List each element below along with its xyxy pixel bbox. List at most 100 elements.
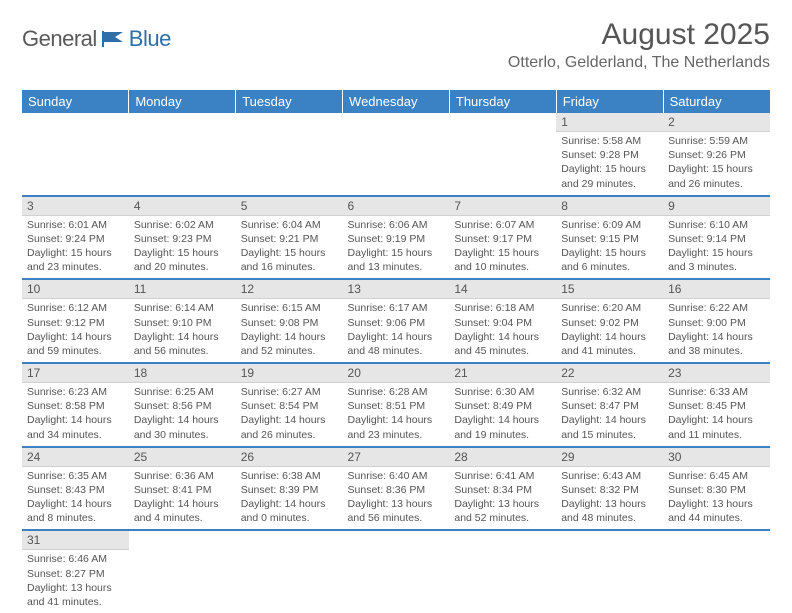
day-number: 10	[22, 280, 129, 299]
day-number: 23	[663, 364, 770, 383]
day-details: Sunrise: 6:28 AMSunset: 8:51 PMDaylight:…	[343, 383, 450, 446]
day-number: 9	[663, 197, 770, 216]
calendar-day-cell	[22, 113, 129, 196]
day-details: Sunrise: 6:02 AMSunset: 9:23 PMDaylight:…	[129, 216, 236, 279]
day-number: 2	[663, 113, 770, 132]
day-number: 19	[236, 364, 343, 383]
calendar-week-row: 1Sunrise: 5:58 AMSunset: 9:28 PMDaylight…	[22, 113, 770, 196]
calendar-day-cell: 5Sunrise: 6:04 AMSunset: 9:21 PMDaylight…	[236, 196, 343, 280]
day-number: 29	[556, 448, 663, 467]
calendar-day-cell: 21Sunrise: 6:30 AMSunset: 8:49 PMDayligh…	[449, 363, 556, 447]
calendar-week-row: 10Sunrise: 6:12 AMSunset: 9:12 PMDayligh…	[22, 279, 770, 363]
day-details: Sunrise: 6:27 AMSunset: 8:54 PMDaylight:…	[236, 383, 343, 446]
day-number: 1	[556, 113, 663, 132]
logo: General Blue	[22, 26, 171, 52]
day-number: 26	[236, 448, 343, 467]
day-details: Sunrise: 6:22 AMSunset: 9:00 PMDaylight:…	[663, 299, 770, 362]
weekday-header: Friday	[556, 90, 663, 113]
page-title: August 2025	[508, 18, 770, 52]
day-details: Sunrise: 6:17 AMSunset: 9:06 PMDaylight:…	[343, 299, 450, 362]
location-label: Otterlo, Gelderland, The Netherlands	[508, 54, 770, 72]
day-details: Sunrise: 6:06 AMSunset: 9:19 PMDaylight:…	[343, 216, 450, 279]
day-number: 20	[343, 364, 450, 383]
day-number: 13	[343, 280, 450, 299]
calendar-day-cell: 18Sunrise: 6:25 AMSunset: 8:56 PMDayligh…	[129, 363, 236, 447]
day-number: 12	[236, 280, 343, 299]
day-number: 18	[129, 364, 236, 383]
calendar-table: SundayMondayTuesdayWednesdayThursdayFrid…	[22, 90, 770, 613]
calendar-day-cell	[236, 530, 343, 613]
calendar-day-cell	[663, 530, 770, 613]
day-details: Sunrise: 6:38 AMSunset: 8:39 PMDaylight:…	[236, 467, 343, 530]
day-details: Sunrise: 6:09 AMSunset: 9:15 PMDaylight:…	[556, 216, 663, 279]
calendar-day-cell: 4Sunrise: 6:02 AMSunset: 9:23 PMDaylight…	[129, 196, 236, 280]
day-details: Sunrise: 6:41 AMSunset: 8:34 PMDaylight:…	[449, 467, 556, 530]
calendar-day-cell: 2Sunrise: 5:59 AMSunset: 9:26 PMDaylight…	[663, 113, 770, 196]
calendar-day-cell: 14Sunrise: 6:18 AMSunset: 9:04 PMDayligh…	[449, 279, 556, 363]
calendar-day-cell: 8Sunrise: 6:09 AMSunset: 9:15 PMDaylight…	[556, 196, 663, 280]
day-details: Sunrise: 6:10 AMSunset: 9:14 PMDaylight:…	[663, 216, 770, 279]
day-details: Sunrise: 6:04 AMSunset: 9:21 PMDaylight:…	[236, 216, 343, 279]
weekday-header: Monday	[129, 90, 236, 113]
day-details: Sunrise: 5:58 AMSunset: 9:28 PMDaylight:…	[556, 132, 663, 195]
calendar-day-cell: 6Sunrise: 6:06 AMSunset: 9:19 PMDaylight…	[343, 196, 450, 280]
calendar-day-cell: 25Sunrise: 6:36 AMSunset: 8:41 PMDayligh…	[129, 447, 236, 531]
day-details: Sunrise: 6:15 AMSunset: 9:08 PMDaylight:…	[236, 299, 343, 362]
day-details: Sunrise: 6:36 AMSunset: 8:41 PMDaylight:…	[129, 467, 236, 530]
day-details: Sunrise: 6:07 AMSunset: 9:17 PMDaylight:…	[449, 216, 556, 279]
calendar-day-cell: 19Sunrise: 6:27 AMSunset: 8:54 PMDayligh…	[236, 363, 343, 447]
calendar-day-cell: 26Sunrise: 6:38 AMSunset: 8:39 PMDayligh…	[236, 447, 343, 531]
logo-text-general: General	[22, 26, 97, 52]
weekday-header: Tuesday	[236, 90, 343, 113]
day-details: Sunrise: 6:14 AMSunset: 9:10 PMDaylight:…	[129, 299, 236, 362]
day-number: 14	[449, 280, 556, 299]
title-block: August 2025 Otterlo, Gelderland, The Net…	[508, 18, 770, 72]
weekday-header-row: SundayMondayTuesdayWednesdayThursdayFrid…	[22, 90, 770, 113]
calendar-day-cell	[449, 113, 556, 196]
day-details: Sunrise: 5:59 AMSunset: 9:26 PMDaylight:…	[663, 132, 770, 195]
calendar-day-cell: 9Sunrise: 6:10 AMSunset: 9:14 PMDaylight…	[663, 196, 770, 280]
day-details: Sunrise: 6:33 AMSunset: 8:45 PMDaylight:…	[663, 383, 770, 446]
calendar-day-cell: 12Sunrise: 6:15 AMSunset: 9:08 PMDayligh…	[236, 279, 343, 363]
logo-flag-icon	[101, 30, 127, 48]
day-number: 24	[22, 448, 129, 467]
calendar-day-cell: 17Sunrise: 6:23 AMSunset: 8:58 PMDayligh…	[22, 363, 129, 447]
day-details: Sunrise: 6:35 AMSunset: 8:43 PMDaylight:…	[22, 467, 129, 530]
day-number: 28	[449, 448, 556, 467]
day-number: 25	[129, 448, 236, 467]
calendar-day-cell: 24Sunrise: 6:35 AMSunset: 8:43 PMDayligh…	[22, 447, 129, 531]
day-details: Sunrise: 6:30 AMSunset: 8:49 PMDaylight:…	[449, 383, 556, 446]
calendar-day-cell	[129, 530, 236, 613]
calendar-day-cell: 15Sunrise: 6:20 AMSunset: 9:02 PMDayligh…	[556, 279, 663, 363]
calendar-day-cell: 11Sunrise: 6:14 AMSunset: 9:10 PMDayligh…	[129, 279, 236, 363]
day-number: 5	[236, 197, 343, 216]
calendar-day-cell	[556, 530, 663, 613]
day-details: Sunrise: 6:20 AMSunset: 9:02 PMDaylight:…	[556, 299, 663, 362]
calendar-day-cell: 10Sunrise: 6:12 AMSunset: 9:12 PMDayligh…	[22, 279, 129, 363]
day-number: 21	[449, 364, 556, 383]
calendar-day-cell: 23Sunrise: 6:33 AMSunset: 8:45 PMDayligh…	[663, 363, 770, 447]
calendar-day-cell: 22Sunrise: 6:32 AMSunset: 8:47 PMDayligh…	[556, 363, 663, 447]
calendar-day-cell: 29Sunrise: 6:43 AMSunset: 8:32 PMDayligh…	[556, 447, 663, 531]
day-details: Sunrise: 6:32 AMSunset: 8:47 PMDaylight:…	[556, 383, 663, 446]
day-number: 31	[22, 531, 129, 550]
calendar-day-cell: 30Sunrise: 6:45 AMSunset: 8:30 PMDayligh…	[663, 447, 770, 531]
day-number: 7	[449, 197, 556, 216]
calendar-day-cell: 7Sunrise: 6:07 AMSunset: 9:17 PMDaylight…	[449, 196, 556, 280]
calendar-day-cell	[343, 530, 450, 613]
calendar-week-row: 3Sunrise: 6:01 AMSunset: 9:24 PMDaylight…	[22, 196, 770, 280]
day-number: 15	[556, 280, 663, 299]
day-details: Sunrise: 6:43 AMSunset: 8:32 PMDaylight:…	[556, 467, 663, 530]
day-number: 27	[343, 448, 450, 467]
day-details: Sunrise: 6:46 AMSunset: 8:27 PMDaylight:…	[22, 550, 129, 613]
day-number: 16	[663, 280, 770, 299]
calendar-day-cell	[129, 113, 236, 196]
calendar-day-cell: 28Sunrise: 6:41 AMSunset: 8:34 PMDayligh…	[449, 447, 556, 531]
calendar-day-cell: 20Sunrise: 6:28 AMSunset: 8:51 PMDayligh…	[343, 363, 450, 447]
day-number: 6	[343, 197, 450, 216]
day-details: Sunrise: 6:12 AMSunset: 9:12 PMDaylight:…	[22, 299, 129, 362]
weekday-header: Sunday	[22, 90, 129, 113]
calendar-week-row: 31Sunrise: 6:46 AMSunset: 8:27 PMDayligh…	[22, 530, 770, 613]
weekday-header: Wednesday	[343, 90, 450, 113]
day-number: 4	[129, 197, 236, 216]
